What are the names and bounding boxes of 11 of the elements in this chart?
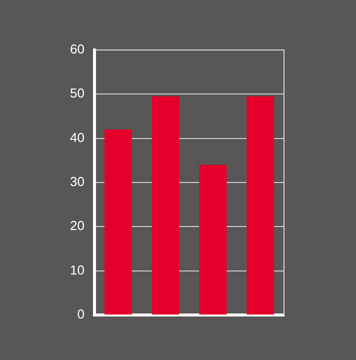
y-tick-label: 20 <box>70 218 84 234</box>
y-tick-label: 30 <box>70 174 84 190</box>
y-tick-label: 0 <box>77 306 84 322</box>
y-tick-label: 60 <box>70 42 84 57</box>
y-tick-label: 10 <box>70 262 84 278</box>
bar <box>104 130 132 314</box>
bar <box>152 96 180 314</box>
bar <box>199 164 227 314</box>
bar <box>246 96 274 314</box>
y-tick-label: 50 <box>70 86 84 101</box>
y-tick-label: 40 <box>70 130 84 145</box>
